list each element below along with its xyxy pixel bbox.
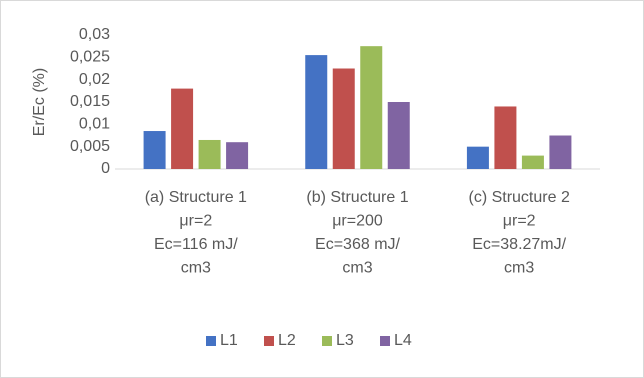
x-tick-label: cm3	[342, 260, 372, 277]
x-tick-label: (a) Structure 1	[145, 189, 247, 206]
x-tick-label: (b) Structure 1	[306, 189, 408, 206]
bar	[360, 46, 383, 169]
x-tick-label: Ec=368 mJ/	[315, 236, 400, 253]
bar	[494, 106, 517, 169]
y-tick-label: 0,03	[79, 26, 110, 43]
bar	[171, 88, 194, 169]
x-tick-label: μr=2	[503, 213, 536, 230]
legend-label: L2	[278, 332, 296, 349]
x-tick-label: cm3	[504, 260, 534, 277]
x-tick-label: (c) Structure 2	[468, 189, 569, 206]
legend-label: L1	[220, 332, 238, 349]
bar	[521, 155, 544, 169]
legend-swatch	[322, 336, 332, 346]
y-tick-label: 0,02	[79, 71, 110, 88]
x-tick-label: Ec=38.27mJ/	[472, 236, 566, 253]
legend-swatch	[380, 336, 390, 346]
bar	[143, 131, 166, 169]
x-tick-label: Ec=116 mJ/	[154, 236, 238, 253]
y-tick-label: 0,005	[70, 138, 110, 155]
legend-label: L4	[394, 332, 412, 349]
legend-swatch	[264, 336, 274, 346]
legend-label: L3	[336, 332, 354, 349]
x-tick-label: μr=200	[332, 213, 383, 230]
x-tick-label: cm3	[181, 260, 211, 277]
y-axis-title: Er/Ec (%)	[31, 68, 48, 136]
y-tick-label: 0,015	[70, 93, 110, 110]
bar	[226, 142, 249, 169]
legend-swatch	[206, 336, 216, 346]
x-tick-label: μr=2	[179, 213, 212, 230]
bar	[387, 102, 410, 169]
bar	[332, 68, 355, 169]
bar	[305, 55, 328, 169]
bar	[549, 135, 572, 169]
bar	[198, 139, 221, 169]
y-tick-label: 0,01	[79, 116, 110, 133]
bar	[466, 146, 489, 169]
y-tick-label: 0	[101, 160, 110, 177]
y-tick-label: 0,025	[70, 49, 110, 66]
